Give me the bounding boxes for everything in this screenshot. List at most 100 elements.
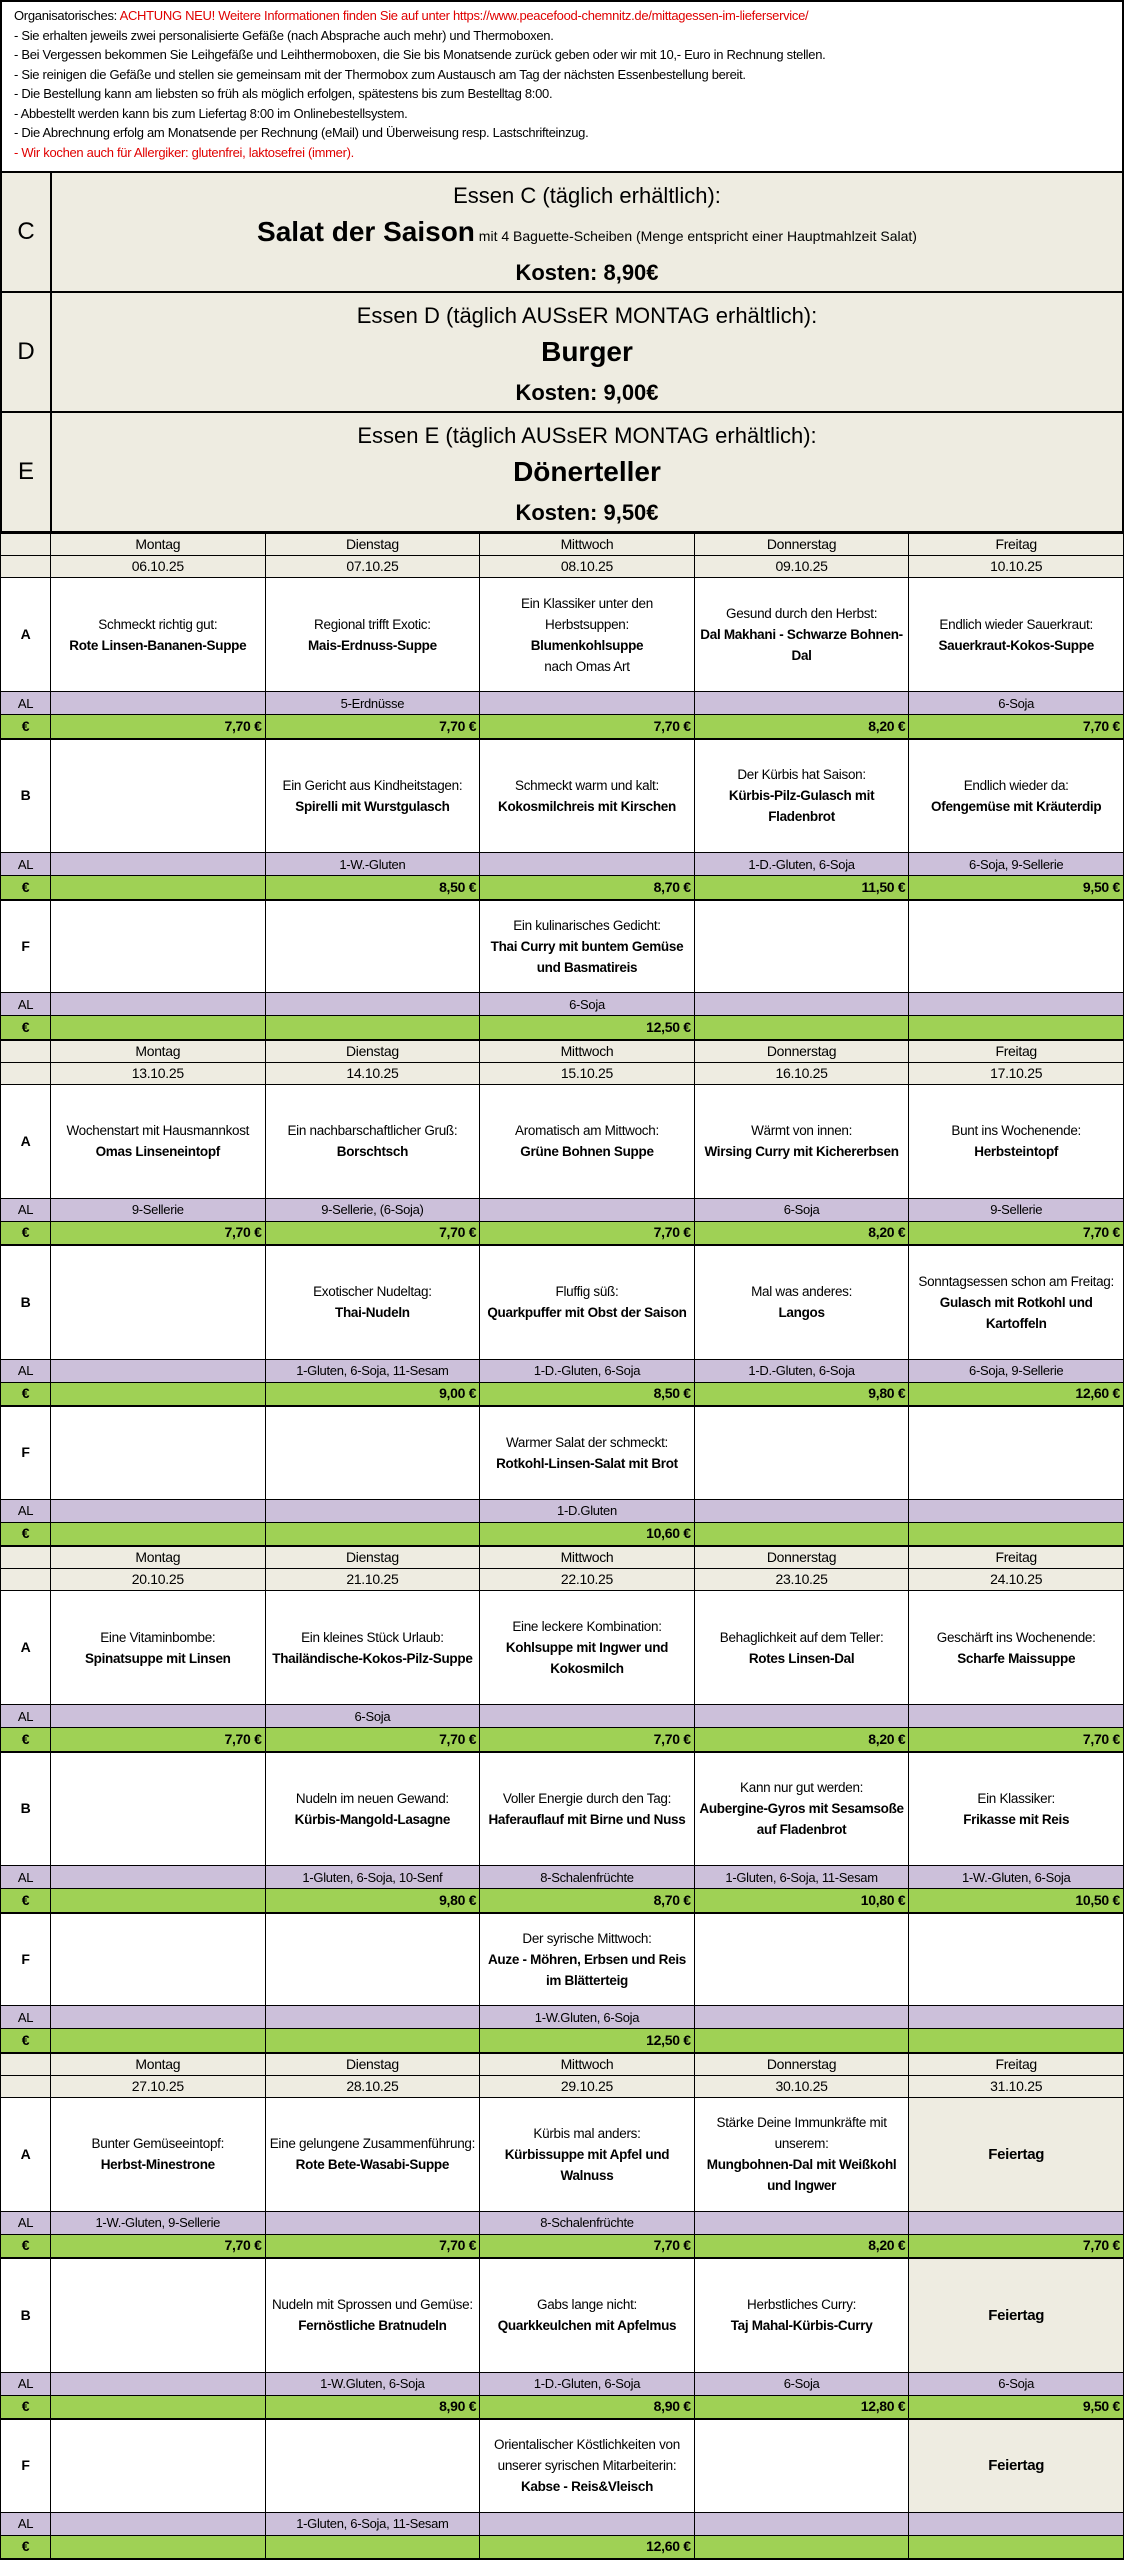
allergen-row: AL 9-Sellerie 9-Sellerie, (6-Soja) 6-Soja 9-… bbox=[0, 1197, 1124, 1222]
menu-cell: Bunter Gemüseeintopf: Herbst-Minestrone bbox=[50, 2096, 266, 2212]
weekday-name: Montag bbox=[50, 2052, 266, 2076]
allergen-cell bbox=[50, 1498, 266, 1523]
dish-name: Quarkpuffer mit Obst der Saison bbox=[487, 1305, 687, 1321]
row-label-empty bbox=[0, 2074, 51, 2098]
allergen-cell: 5-Erdnüsse bbox=[264, 691, 481, 715]
allergen-cell bbox=[908, 992, 1124, 1016]
allergen-cell bbox=[264, 1498, 481, 1523]
day-date: 10.10.25 bbox=[908, 555, 1124, 578]
menu-cell: Nudeln im neuen Gewand: Kürbis-Mangold-La… bbox=[264, 1751, 481, 1866]
price-cell: 7,70 € bbox=[479, 2233, 695, 2259]
menu-cell: Der syrische Mittwoch: Auze - Möhren, Erb… bbox=[479, 1912, 695, 2006]
weekday-name: Freitag bbox=[908, 2052, 1124, 2076]
menu-label: A bbox=[0, 2096, 51, 2212]
menu-cell bbox=[50, 899, 266, 993]
dish-name: Herbst-Minestrone bbox=[100, 2157, 215, 2172]
dish-intro: Eine Vitaminbombe: bbox=[100, 1629, 216, 1645]
allergen-cell: 1-Gluten, 6-Soja, 11-Sesam bbox=[693, 1865, 910, 1889]
price-row: €9,80 €8,70 €10,80 €10,50 € bbox=[0, 1888, 1124, 1914]
price-row: €7,70 €7,70 €7,70 €8,20 €7,70 € bbox=[0, 1727, 1124, 1753]
allergen-label: AL bbox=[0, 2210, 51, 2235]
allergen-cell bbox=[479, 1197, 695, 1222]
price-cell: 10,60 € bbox=[479, 1521, 695, 1547]
menu-cell bbox=[693, 899, 910, 993]
weekday-name: Donnerstag bbox=[693, 2052, 910, 2076]
menu-cell: Wärmt von innen: Wirsing Curry mit Kicher… bbox=[693, 1083, 910, 1199]
menu-cell bbox=[50, 2257, 266, 2373]
weekday-name: Dienstag bbox=[264, 1545, 481, 1569]
dish-intro: Ein kleines Stück Urlaub: bbox=[301, 1629, 444, 1645]
dish-name: Kohlsuppe mit Ingwer und Kokosmilch bbox=[505, 1640, 669, 1676]
row-label-empty bbox=[0, 1568, 51, 1591]
allergen-cell: 6-Soja, 9-Sellerie bbox=[908, 1358, 1124, 1383]
dish-intro: Endlich wieder da: bbox=[963, 777, 1069, 793]
allergen-row: AL 1-Gluten, 6-Soja, 10-Senf 8-Schalenfrüc… bbox=[0, 1865, 1124, 1889]
menu-row-f: F Warmer Salat der schmeckt: Rotkohl-Linse… bbox=[0, 1405, 1124, 1500]
holiday-cell: Feiertag bbox=[908, 2257, 1124, 2373]
dish-intro: Behaglichkeit auf dem Teller: bbox=[719, 1629, 884, 1645]
dish-intro: Aromatisch am Mittwoch: bbox=[515, 1123, 659, 1138]
price-cell bbox=[693, 2534, 910, 2560]
dish-name: Fernöstliche Bratnudeln bbox=[298, 2318, 447, 2334]
allergen-cell bbox=[693, 691, 910, 715]
dish-name: Mungbohnen-Dal mit Weißkohl und Ingwer bbox=[706, 2157, 897, 2193]
price-cell: 9,00 € bbox=[264, 1381, 481, 1407]
info-line: - Bei Vergessen bekommen Sie Leihgefäße … bbox=[14, 47, 826, 62]
dish-intro: Schmeckt warm und kalt: bbox=[515, 777, 659, 793]
menu-cell: Schmeckt warm und kalt: Kokosmilchreis mi… bbox=[479, 738, 695, 853]
day-date: 23.10.25 bbox=[693, 1568, 910, 1591]
info-header: Organisatorisches: ACHTUNG NEU! Weitere … bbox=[14, 6, 1110, 26]
price-row: €7,70 €7,70 €7,70 €8,20 €7,70 € bbox=[0, 2233, 1124, 2259]
dish-name: Frikasse mit Reis bbox=[963, 1811, 1070, 1827]
allergen-label: AL bbox=[0, 691, 51, 715]
price-cell: 8,20 € bbox=[693, 1727, 910, 1753]
date-row: 06.10.25 07.10.25 08.10.25 09.10.25 10.10.25 bbox=[0, 555, 1124, 578]
menu-cell: Behaglichkeit auf dem Teller: Rotes Linse… bbox=[693, 1590, 910, 1705]
info-line: - Die Bestellung kann am liebsten so frü… bbox=[14, 86, 553, 101]
dish-name: Thailändische-Kokos-Pilz-Suppe bbox=[272, 1650, 473, 1666]
dish-intro: Kann nur gut werden: bbox=[740, 1780, 864, 1796]
dish-name: Blumenkohlsuppe bbox=[530, 637, 644, 653]
day-date: 28.10.25 bbox=[264, 2074, 481, 2098]
allergen-row: AL 1-W.Gluten, 6-Soja 1-D.-Gluten, 6-Soja 6… bbox=[0, 2371, 1124, 2396]
weekday-name: Dienstag bbox=[264, 2052, 481, 2076]
menu-row-b: B Exotischer Nudeltag: Thai-Nudeln Fluffig … bbox=[0, 1244, 1124, 1360]
price-label: € bbox=[0, 1521, 51, 1547]
day-date: 06.10.25 bbox=[50, 555, 266, 578]
dish-intro: Stärke Deine Immunkräfte mit unserem: bbox=[716, 2115, 887, 2151]
price-cell bbox=[908, 1015, 1124, 1041]
block-title: Essen C (täglich erhältlich): bbox=[453, 183, 721, 208]
price-cell: 7,70 € bbox=[479, 1727, 695, 1753]
day-date: 20.10.25 bbox=[50, 1568, 266, 1591]
menu-label: B bbox=[0, 738, 51, 853]
allergen-cell: 6-Soja bbox=[693, 1197, 910, 1222]
block-price: Kosten: 9,50€ bbox=[515, 500, 659, 525]
allergen-cell: 8-Schalenfrüchte bbox=[479, 2210, 695, 2235]
price-cell: 7,70 € bbox=[908, 1727, 1124, 1753]
day-date: 27.10.25 bbox=[50, 2074, 266, 2098]
menu-row-f: F Ein kulinarisches Gedicht: Thai Curry mi… bbox=[0, 899, 1124, 993]
day-date: 17.10.25 bbox=[908, 1061, 1124, 1085]
allergen-row: AL 1-W.Gluten, 6-Soja bbox=[0, 2005, 1124, 2029]
menu-cell: Gesund durch den Herbst: Dal Makhani - Sc… bbox=[693, 577, 910, 692]
dish-name: Rotes Linsen-Dal bbox=[748, 1650, 855, 1666]
dish-intro: Geschärft ins Wochenende: bbox=[936, 1629, 1096, 1645]
price-cell: 10,80 € bbox=[693, 1888, 910, 1914]
menu-row-a: A Schmeckt richtig gut: Rote Linsen-Banane… bbox=[0, 577, 1124, 692]
menu-cell: Mal was anderes: Langos bbox=[693, 1244, 910, 1360]
day-date: 15.10.25 bbox=[479, 1061, 695, 1085]
menu-row-a: A Wochenstart mit Hausmannkost Omas Linsen… bbox=[0, 1083, 1124, 1199]
price-cell bbox=[50, 875, 266, 901]
allergy-note: - Wir kochen auch für Allergiker: gluten… bbox=[14, 144, 354, 160]
menu-label: A bbox=[0, 577, 51, 692]
allergen-cell bbox=[693, 2210, 910, 2235]
day-date: 29.10.25 bbox=[479, 2074, 695, 2098]
allergen-cell bbox=[693, 1498, 910, 1523]
price-cell bbox=[908, 2028, 1124, 2054]
price-cell: 12,50 € bbox=[479, 1015, 695, 1041]
price-cell: 9,80 € bbox=[693, 1381, 910, 1407]
dish-intro: Eine leckere Kombination: bbox=[512, 1619, 662, 1634]
price-cell bbox=[50, 2394, 266, 2420]
dish-name: Auze - Möhren, Erbsen und Reis im Blätte… bbox=[487, 1951, 686, 1988]
price-cell bbox=[50, 2028, 266, 2054]
